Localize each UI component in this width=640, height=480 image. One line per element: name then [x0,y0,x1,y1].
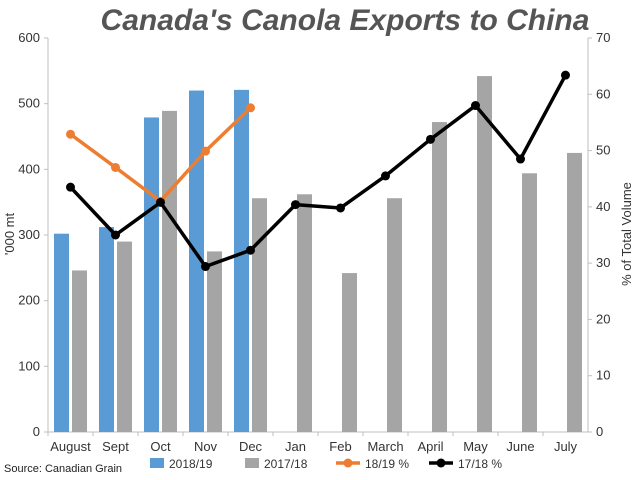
point-17-18- [381,171,390,181]
bar-2017-18 [432,122,447,432]
axes [44,37,592,436]
x-tick-label: June [506,439,534,454]
legend-marker [436,458,446,468]
y-tick-label: 200 [18,293,40,308]
x-tick-label: Jan [285,439,306,454]
y2-tick-label: 0 [596,424,603,439]
bar-2017-18 [252,198,267,432]
bar-2017-18 [117,241,132,432]
chart-title: Canada's Canola Exports to China [101,4,590,37]
bar-2018-19 [234,89,249,433]
x-tick-label: Sept [102,439,129,454]
legend: 2018/19 2017/18 18/19 % 17/18 % [150,457,502,471]
bar-2018-19 [54,233,69,432]
legend-label: 18/19 % [365,457,409,471]
y-tick-label: 100 [18,358,40,373]
point-17-18- [66,182,75,192]
bar-2017-18 [387,198,402,432]
legend-swatch [245,458,259,468]
point-17-18- [336,203,345,213]
point-18-19- [246,103,255,113]
bar-2017-18 [207,251,222,432]
point-17-18- [516,154,525,164]
y-tick-label: 400 [18,161,40,176]
tick-labels: 0 100 200 300 400 500 600 0 10 20 30 40 50 60 70 August… [18,30,610,454]
y2-tick-label: 40 [596,199,610,214]
y-tick-label: 300 [18,227,40,242]
bar-2017-18 [162,110,177,432]
legend-marker [343,458,353,468]
x-tick-label: Oct [150,439,171,454]
y-tick-label: 600 [18,30,40,45]
x-tick-label: Feb [329,439,351,454]
point-18-19- [111,162,120,172]
bar-2017-18 [72,270,87,432]
point-17-18- [156,197,165,207]
y2-tick-label: 20 [596,311,610,326]
y2-tick-label: 60 [596,86,610,101]
x-tick-label: April [417,439,443,454]
line-18-19- [69,106,252,203]
point-17-18- [111,230,120,240]
y2-axis-title: % of Total Volume [619,182,634,286]
bars [54,76,582,433]
legend-label: 17/18 % [458,457,502,471]
bar-2017-18 [522,173,537,433]
point-17-18- [471,101,480,111]
bar-2017-18 [477,76,492,432]
point-17-18- [246,245,255,255]
bar-2017-18 [297,194,312,432]
bar-2017-18 [567,152,582,432]
legend-swatch [150,458,164,468]
x-tick-label: May [463,439,488,454]
x-tick-label: Nov [194,439,218,454]
point-17-18- [201,262,210,272]
y2-tick-label: 70 [596,30,610,45]
x-tick-label: March [367,439,403,454]
y-tick-label: 0 [33,424,40,439]
legend-label: 2018/19 [169,457,213,471]
point-17-18- [561,70,570,80]
point-18-19- [66,129,75,139]
x-tick-label: Dec [239,439,263,454]
source-note: Source: Canadian Grain [4,463,122,475]
y2-tick-label: 30 [596,255,610,270]
lines [66,70,570,272]
x-tick-label: July [554,439,578,454]
point-17-18- [291,200,300,210]
bar-2018-19 [99,227,114,432]
point-18-19- [201,146,210,156]
y-tick-label: 500 [18,96,40,111]
bar-2018-19 [144,117,159,432]
point-17-18- [426,134,435,144]
y-axis-title: '000 mt [2,213,17,256]
bar-2017-18 [342,273,357,432]
x-tick-label: August [50,439,91,454]
bar-2018-19 [189,90,204,433]
y2-tick-label: 10 [596,368,610,383]
y2-tick-label: 50 [596,143,610,158]
line-17-18- [69,74,568,269]
legend-label: 2017/18 [264,457,308,471]
